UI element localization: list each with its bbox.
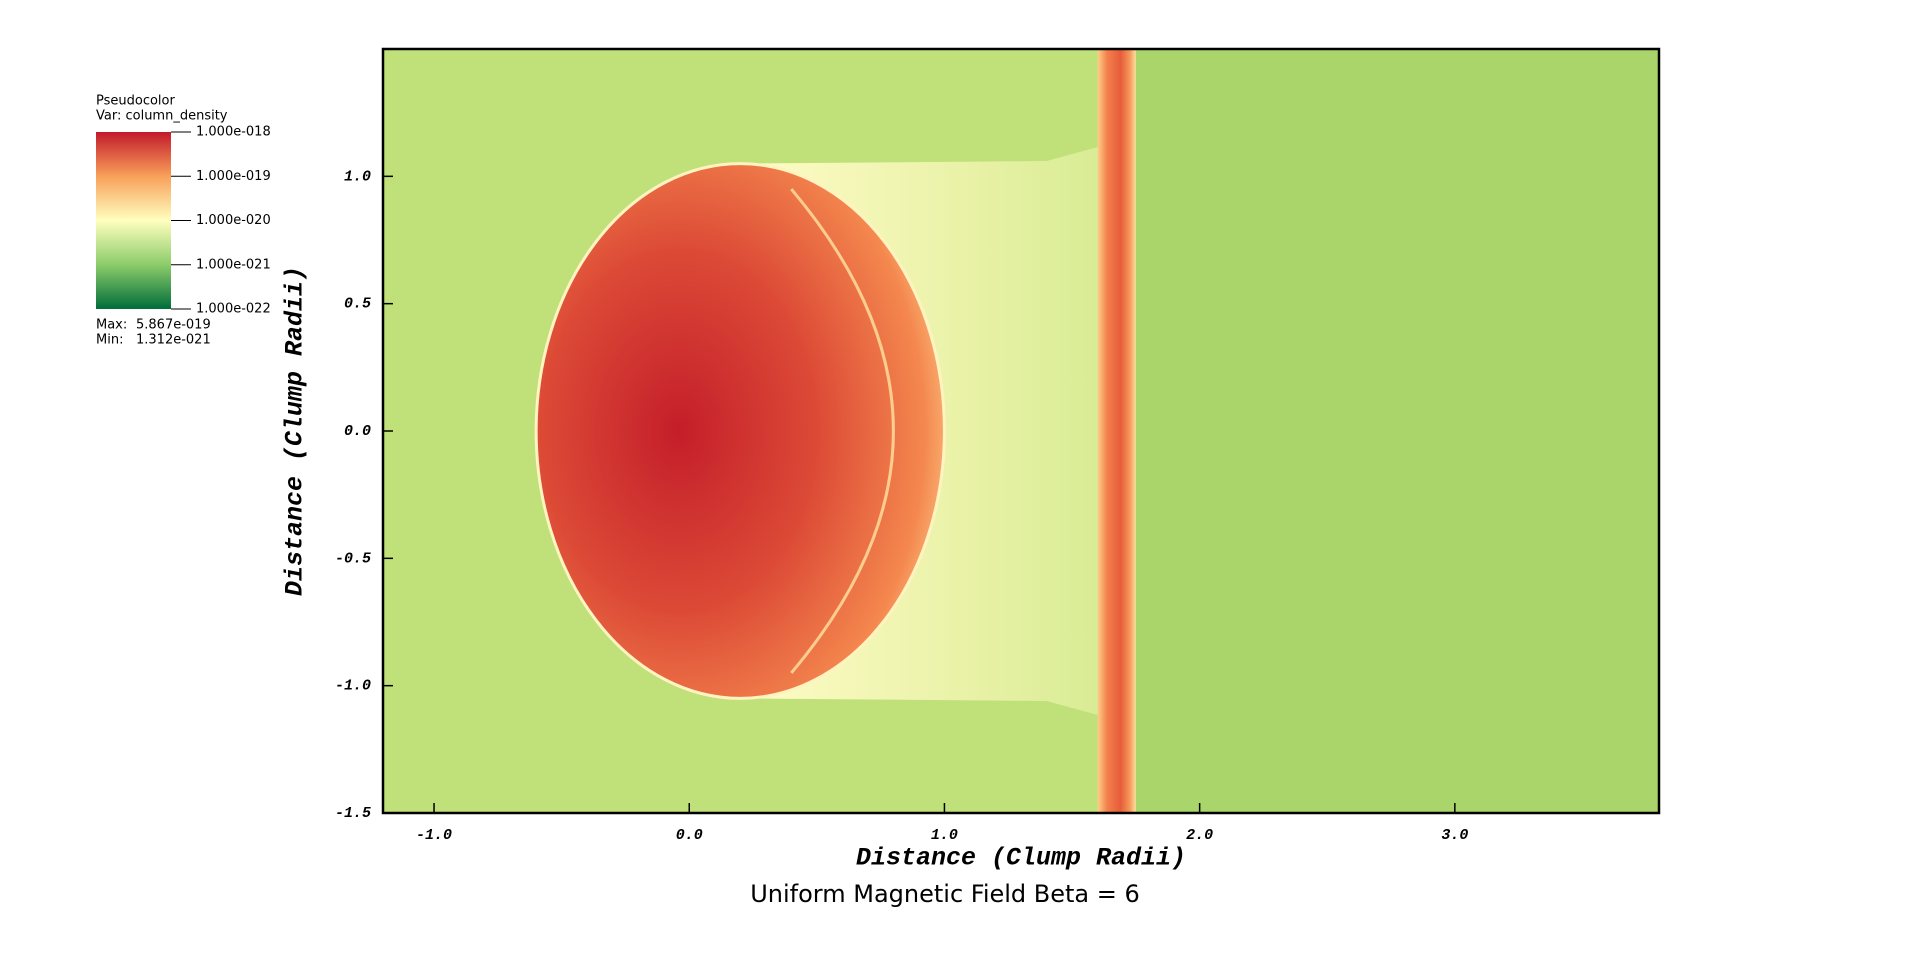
x-tick-label: 2.0 — [1186, 827, 1213, 844]
clump-inner-front — [790, 188, 895, 674]
legend-plot-type: Pseudocolor — [96, 94, 175, 109]
legend-variable: Var: column_density — [96, 109, 228, 124]
y-tick-label: -1.0 — [335, 678, 371, 695]
legend-max-label: Max: — [96, 318, 127, 333]
y-tick-label: -0.5 — [335, 550, 371, 567]
clump — [534, 162, 946, 700]
y-axis-title: Distance (Clump Radii) — [281, 266, 310, 596]
colorbar-tick-label: 1.000e-022 — [196, 302, 271, 317]
legend-min-label: Min: — [96, 333, 123, 348]
colorbar — [96, 132, 171, 309]
legend-min-value: 1.312e-021 — [136, 333, 211, 348]
legend-max-value: 5.867e-019 — [136, 318, 211, 333]
colorbar-tick-label: 1.000e-021 — [196, 257, 271, 272]
field — [383, 49, 1659, 813]
y-tick-label: -1.5 — [335, 805, 371, 822]
chart-title: Uniform Magnetic Field Beta = 6 — [750, 880, 1140, 908]
colorbar-tick-label: 1.000e-020 — [196, 213, 271, 228]
y-tick-label: 0.5 — [344, 296, 371, 313]
field-background-downstream — [1115, 49, 1659, 813]
y-tick-label: 1.0 — [344, 168, 371, 185]
x-tick-label: 0.0 — [676, 827, 703, 844]
x-tick-label: 3.0 — [1441, 827, 1468, 844]
x-tick-label: -1.0 — [416, 827, 452, 844]
x-tick-label: 1.0 — [931, 827, 958, 844]
shock-band — [1097, 49, 1136, 813]
y-tick-label: 0.0 — [344, 423, 371, 440]
colorbar-tick-label: 1.000e-019 — [196, 169, 271, 184]
colorbar-tick-label: 1.000e-018 — [196, 125, 271, 140]
x-axis-title: Distance (Clump Radii) — [856, 844, 1186, 873]
